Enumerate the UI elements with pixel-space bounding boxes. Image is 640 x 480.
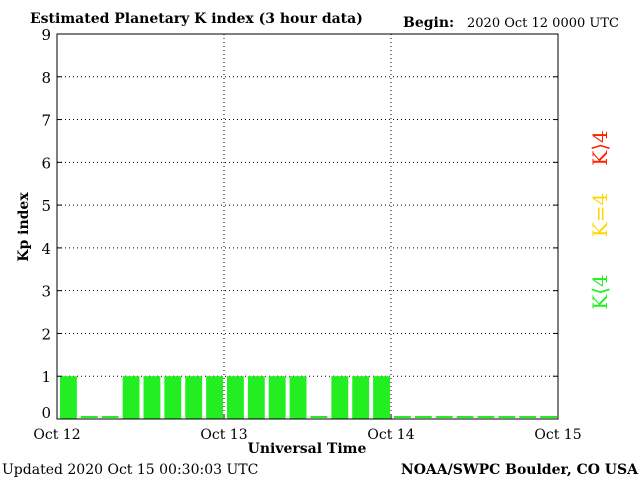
y-tick-label: 3: [41, 283, 51, 301]
y-tick-label: 7: [41, 112, 51, 130]
y-tick-label: 8: [41, 69, 51, 87]
kp-bar: [352, 376, 370, 419]
x-tick-label: Oct 14: [367, 427, 414, 443]
kp-bar: [435, 416, 453, 418]
plot-frame: [56, 33, 559, 420]
y-axis-ticks: 0 1 2 3 4 5 6 7 8 9: [41, 26, 558, 422]
kp-bar: [477, 416, 495, 418]
kp-bar: [414, 416, 432, 418]
footer-updated: Updated 2020 Oct 15 00:30:03 UTC: [2, 462, 258, 478]
x-tick-label: Oct 12: [33, 427, 80, 443]
kp-bar: [185, 376, 203, 419]
kp-bar: [394, 416, 411, 418]
y-tick-label: 5: [41, 197, 51, 215]
kp-bar: [101, 416, 119, 418]
kp-bar: [206, 376, 223, 419]
x-tick-label: Oct 15: [534, 427, 581, 443]
grid-lines: [57, 34, 558, 419]
kp-bar: [289, 376, 307, 419]
kp-bar: [164, 376, 182, 419]
kp-bar: [227, 376, 244, 419]
x-axis-ticks: Oct 12 Oct 13 Oct 14 Oct 15: [33, 414, 582, 443]
kp-bar: [540, 416, 557, 418]
kp-bar: [498, 416, 516, 418]
chart-title: Estimated Planetary K index (3 hour data…: [30, 11, 363, 27]
y-tick-label: 9: [41, 26, 51, 44]
x-tick-label: Oct 13: [200, 427, 247, 443]
legend-k-equal: K=4: [588, 193, 612, 237]
legend-k-low: K⟨4: [588, 274, 612, 309]
x-axis-label: Universal Time: [248, 441, 367, 457]
kp-bar: [247, 376, 265, 419]
y-tick-label: 6: [41, 154, 51, 172]
kp-bar: [310, 416, 328, 418]
legend-k-high: K⟩4: [588, 130, 612, 165]
footer-source: NOAA/SWPC Boulder, CO USA: [401, 462, 639, 478]
y-tick-label: 1: [41, 368, 51, 386]
kp-bar: [143, 376, 161, 419]
y-axis-label: Kp index: [16, 192, 32, 262]
kp-bar: [373, 376, 390, 419]
begin-value: 2020 Oct 12 0000 UTC: [467, 16, 619, 31]
kp-bar: [80, 416, 98, 418]
kp-bar: [268, 376, 286, 419]
begin-label: Begin:: [403, 15, 454, 31]
kp-bar: [456, 416, 474, 418]
y-tick-label: 4: [41, 240, 51, 258]
kp-bar: [122, 376, 140, 419]
kp-bar: [60, 376, 77, 419]
kp-bar: [331, 376, 349, 419]
y-tick-label: 0: [41, 404, 51, 422]
y-tick-label: 2: [41, 325, 51, 343]
kp-bar: [519, 416, 537, 418]
bars-group: [60, 376, 557, 419]
